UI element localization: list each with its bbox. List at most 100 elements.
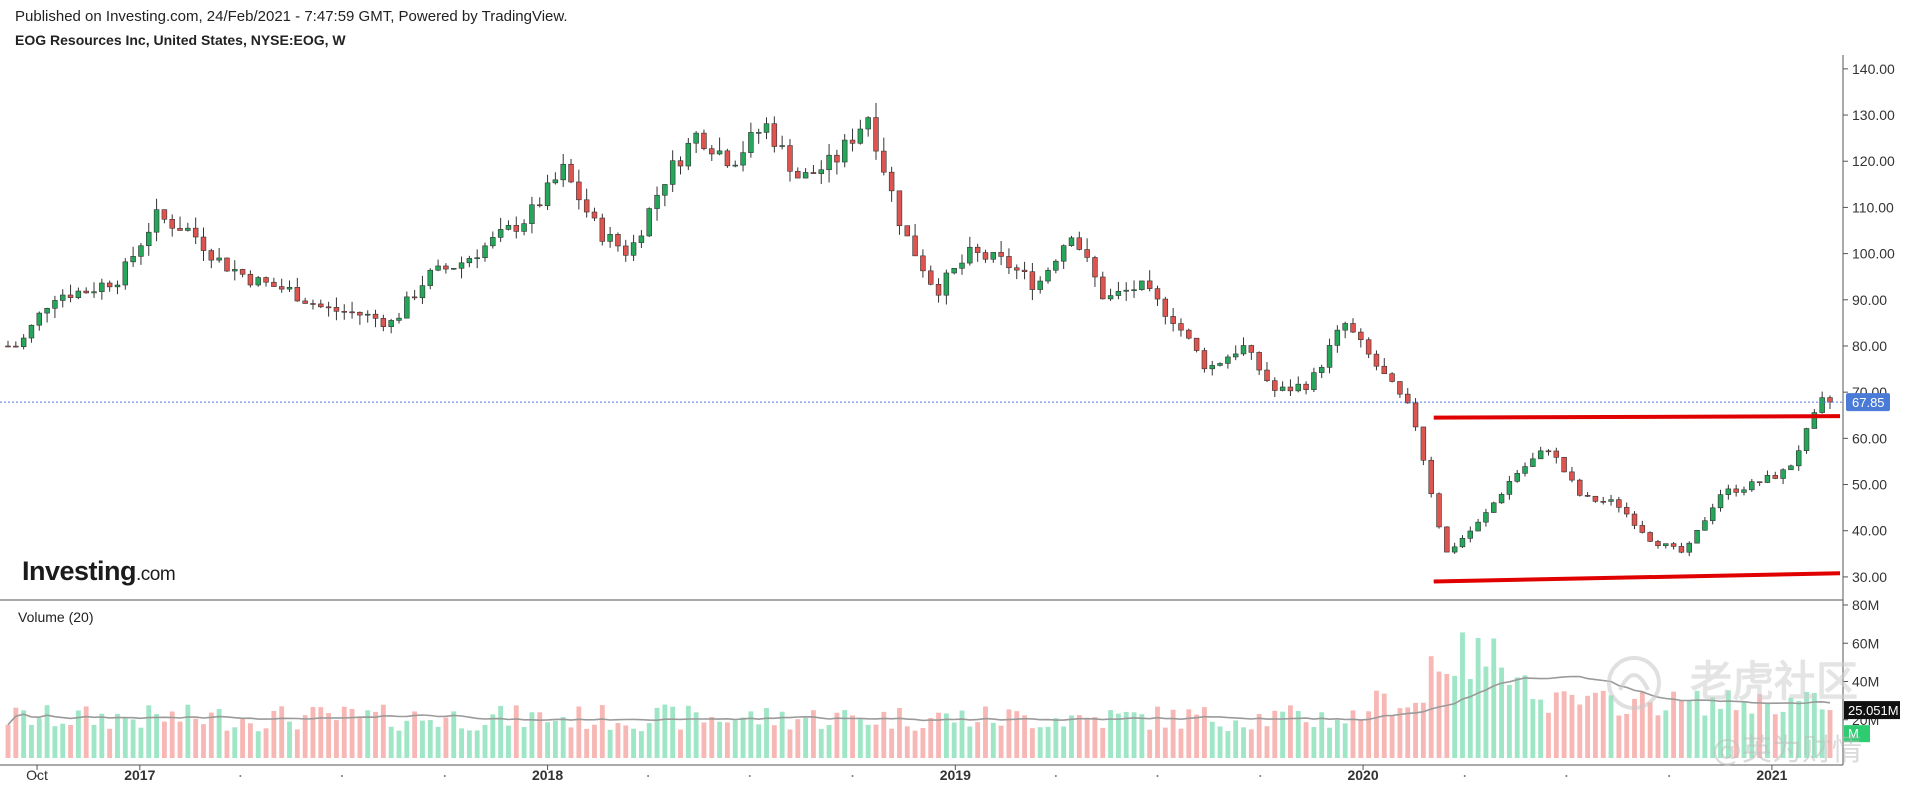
volume-bar [341,706,347,758]
price-tick-label: 50.00 [1852,477,1887,493]
volume-bar [967,726,973,758]
volume-bar [388,726,394,758]
volume-bar [1162,727,1168,758]
volume-bar [1178,728,1184,758]
candle [1272,377,1278,398]
candle [28,324,35,343]
volume-bar [1694,690,1700,758]
volume-bar [1115,713,1121,758]
candle [740,141,746,172]
candle [576,169,582,210]
volume-bar [1045,726,1051,758]
volume-bar [287,721,292,758]
volume-bar [1780,711,1786,758]
candle [505,220,512,231]
volume-bar [1405,707,1411,758]
candle [1029,262,1036,301]
candle [1178,318,1184,337]
candle [1100,271,1106,300]
volume-bar [1076,715,1082,758]
price-tick-label: 140.00 [1852,61,1895,77]
volume-bar [795,719,801,758]
candle [568,158,574,184]
volume-bar [91,724,97,758]
candle [1553,447,1560,464]
volume-bar [1749,713,1755,758]
candle [192,217,199,245]
volume-bar [1311,727,1317,758]
candle [208,248,215,269]
volume-bar [240,718,246,758]
volume-bar [560,717,566,758]
candle [615,232,621,252]
volume-bar [279,706,285,758]
candle [232,260,238,281]
volume-bar [1428,656,1434,758]
date-minor-tick [647,775,650,777]
candle [177,216,183,231]
price-tick-label: 130.00 [1852,107,1895,123]
volume-bar [1319,712,1325,758]
date-minor-tick [851,775,854,777]
price-axis: 140.00 130.00 120.00 110.00 100.00 90.00 80.00… [1843,61,1895,585]
volume-bar [709,716,715,758]
volume-bar [748,711,754,758]
candle [630,234,637,261]
volume-bar [771,725,777,758]
candle [396,312,402,324]
candle [482,242,488,262]
volume-bar [1366,711,1372,758]
candle [1623,502,1630,518]
candle [1326,338,1333,374]
candle [200,227,207,261]
candle [755,128,762,144]
volume-bar [1342,723,1348,758]
candle [998,240,1004,266]
volume-bar [451,711,457,758]
candle [388,318,394,334]
price-tick-label: 30.00 [1852,569,1887,585]
volume-bar [1577,704,1583,758]
candle [537,197,543,208]
candle [1389,372,1395,383]
volume-bar [224,730,230,758]
candle [701,129,707,151]
volume-bar [1718,708,1723,758]
volume-bar [420,720,425,758]
candle [36,311,43,331]
date-tick-label: 2020 [1347,767,1378,783]
candle [302,297,308,304]
candle [771,116,778,153]
candle [216,248,222,263]
date-minor-tick [1259,775,1262,777]
volume-bar [318,707,324,758]
candle [153,198,160,242]
volume-bar [1123,711,1129,758]
volume-bar [1679,700,1684,758]
candle [1154,285,1161,306]
candle [748,122,754,158]
candle [1686,541,1692,557]
candle [1037,276,1043,294]
candle [795,167,801,179]
candle [1655,539,1661,549]
volume-bar [1209,721,1215,758]
volume-bar [1765,703,1770,758]
candle [709,145,715,161]
volume-bar [154,714,159,758]
date-tick-label: 2021 [1756,767,1787,783]
volume-bar [904,726,910,758]
volume-bar [1530,699,1536,758]
volume-bar [1811,693,1817,758]
volume-bar [1772,714,1778,758]
volume-bar [975,722,981,758]
volume-bar [529,712,535,758]
volume-bar [349,709,355,758]
volume-bar [380,704,386,758]
volume-bar [599,705,605,758]
volume-bar [1350,710,1356,758]
candle [169,214,175,237]
candle [247,270,254,288]
volume-bar [1155,706,1160,758]
